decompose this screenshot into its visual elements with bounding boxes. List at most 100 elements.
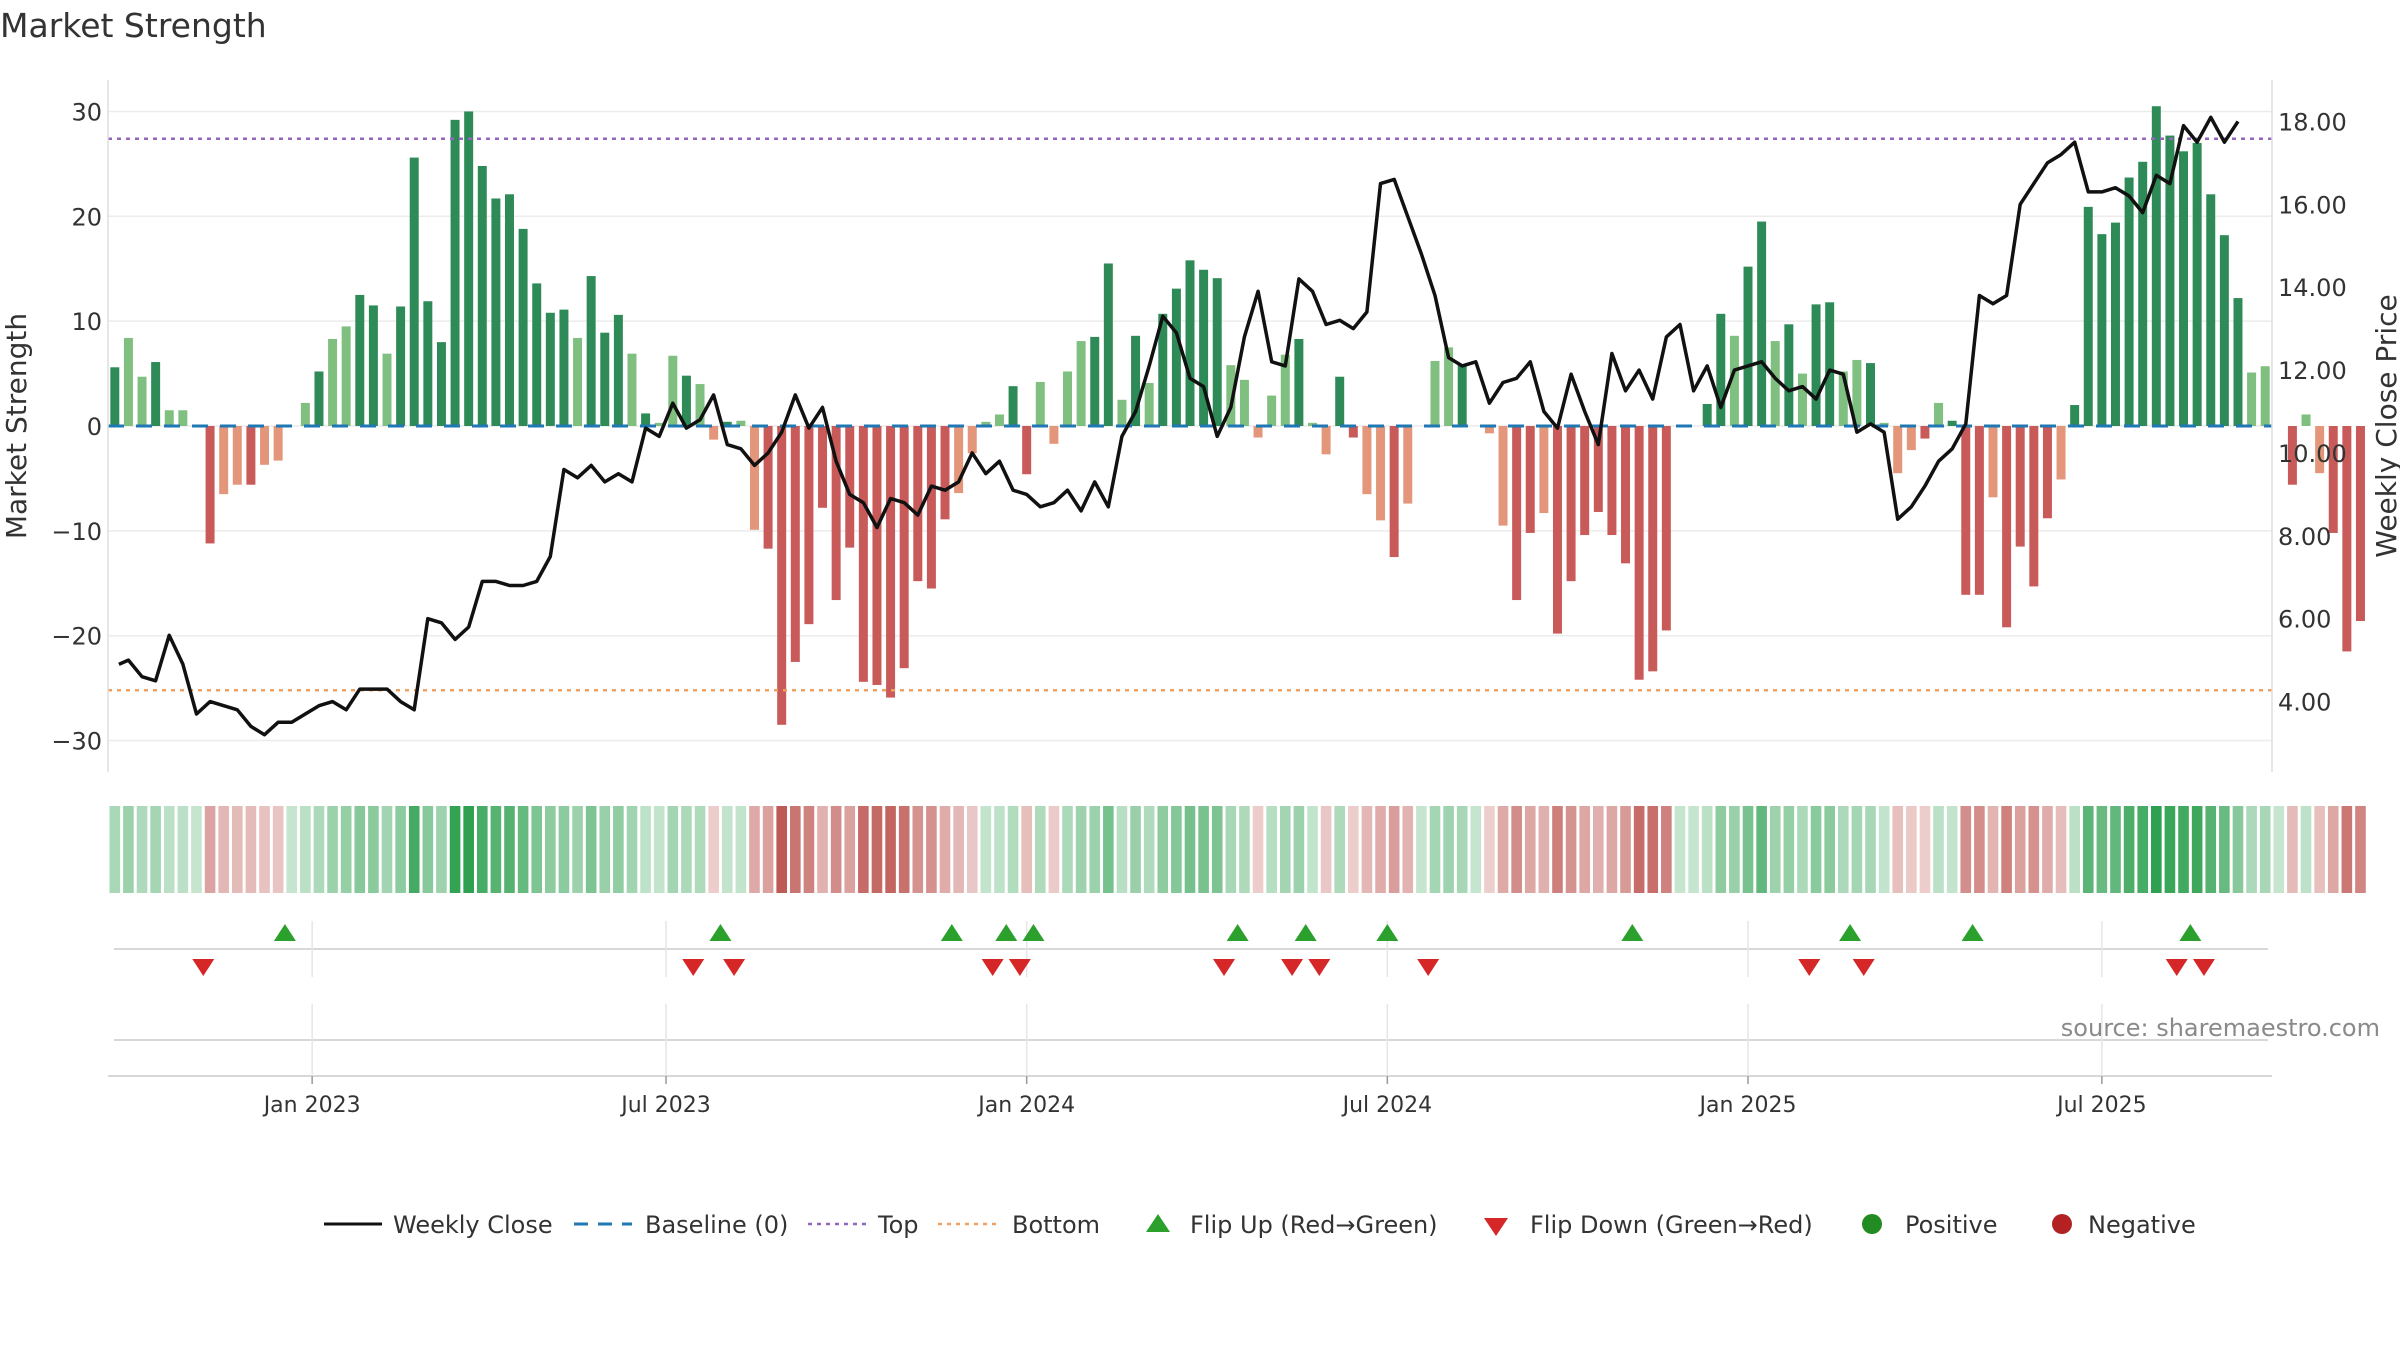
strength-bar xyxy=(1947,420,1957,426)
strength-bar xyxy=(790,426,800,662)
heat-cell xyxy=(1361,806,1373,893)
heat-cell xyxy=(1143,806,1155,893)
strength-bar xyxy=(2342,426,2352,652)
y2-tick-label: 16.00 xyxy=(2278,191,2347,219)
heat-cell xyxy=(1933,806,1944,893)
heat-cell xyxy=(109,806,121,893)
strength-bar xyxy=(981,421,991,426)
heat-cell xyxy=(327,806,338,893)
strength-bar xyxy=(368,305,378,426)
heat-cell xyxy=(2355,806,2366,893)
heat-cell xyxy=(2205,806,2217,893)
heat-cell xyxy=(1062,806,1073,893)
heat-cell xyxy=(1960,806,1972,893)
strength-bar xyxy=(1076,341,1086,426)
heat-cell xyxy=(2001,806,2012,893)
strength-bar xyxy=(1552,426,1562,634)
flip-up-marker xyxy=(709,924,732,941)
strength-bar xyxy=(600,332,610,426)
heat-cell xyxy=(1524,806,1536,893)
legend-swatch-circle xyxy=(2052,1214,2072,1234)
strength-bar xyxy=(994,414,1004,426)
heat-cell xyxy=(2123,806,2135,893)
strength-bar xyxy=(110,367,120,426)
heat-cell xyxy=(1116,806,1128,893)
strength-bar xyxy=(1757,221,1767,426)
heat-cell xyxy=(708,806,719,893)
strength-bar xyxy=(2015,426,2025,547)
strength-bar xyxy=(1063,371,1073,426)
x-axis: Jan 2023 Jul 2023 Jan 2024 Jul 2024 Jan 2025… xyxy=(108,1004,2272,1118)
x-tick-label: Jan 2023 xyxy=(262,1093,361,1118)
weekly-close-line xyxy=(118,115,2240,737)
strength-bar xyxy=(2260,366,2270,426)
strength-bar xyxy=(450,119,460,427)
heat-cell xyxy=(354,806,366,893)
heat-cell xyxy=(585,806,597,893)
heat-cell xyxy=(558,806,570,893)
y2-tick-label: 4.00 xyxy=(2278,689,2331,717)
x-tick-label: Jan 2024 xyxy=(976,1093,1075,1118)
strength-bar xyxy=(1784,324,1794,426)
strength-bar xyxy=(1770,341,1780,426)
strength-bar xyxy=(1593,426,1603,512)
heat-cell xyxy=(204,806,216,893)
heat-cell xyxy=(259,806,270,893)
strength-bar xyxy=(681,375,691,426)
strength-bar xyxy=(477,165,487,426)
strength-bar xyxy=(1307,422,1317,426)
heat-cell xyxy=(2137,806,2149,893)
strength-bar xyxy=(2042,426,2052,519)
heat-cell xyxy=(2069,806,2080,893)
strength-bar xyxy=(2124,177,2134,426)
flip-down-marker xyxy=(2165,959,2188,976)
heat-cell xyxy=(1103,806,1114,893)
heat-cell xyxy=(1456,806,1468,893)
strength-bar xyxy=(518,228,528,426)
flip-down-marker xyxy=(1308,959,1331,976)
strength-bar xyxy=(940,426,950,520)
y2-tick-label: 14.00 xyxy=(2278,274,2347,302)
heat-cell xyxy=(1198,806,1209,893)
heat-cell xyxy=(803,806,815,893)
chart-title: Market Strength xyxy=(0,6,267,45)
strength-bar xyxy=(2138,161,2148,427)
strength-bar xyxy=(1348,426,1358,438)
heat-cell xyxy=(218,806,229,893)
heat-cell xyxy=(858,806,869,893)
y-tick-label: −20 xyxy=(51,623,102,651)
strength-bar xyxy=(1035,381,1045,426)
strength-bar xyxy=(1525,426,1535,533)
y2-tick-label: 6.00 xyxy=(2278,606,2331,634)
flip-up-marker xyxy=(1226,924,1249,941)
heat-cell xyxy=(2028,806,2040,893)
strength-bar xyxy=(668,355,678,426)
heat-cell xyxy=(1293,806,1305,893)
heat-cell xyxy=(340,806,352,893)
flip-down-marker xyxy=(1281,959,1304,976)
strength-bar xyxy=(1607,426,1617,536)
heat-cell xyxy=(1130,806,1141,893)
strength-bar xyxy=(2301,414,2311,426)
strength-bar xyxy=(1430,360,1440,426)
flip-down-marker xyxy=(682,959,705,976)
strength-bar xyxy=(1403,426,1413,504)
legend-label: Flip Down (Green→Red) xyxy=(1530,1211,1813,1239)
strength-bars xyxy=(110,106,2365,725)
strength-bar xyxy=(1484,426,1494,434)
heat-cell xyxy=(830,806,842,893)
heat-cell xyxy=(912,806,924,893)
strength-bar xyxy=(491,198,501,426)
heat-cell xyxy=(2014,806,2026,893)
heat-cell xyxy=(2164,806,2176,893)
strength-bar xyxy=(777,426,787,725)
legend-swatch-flip-down xyxy=(1484,1218,1508,1236)
strength-bar xyxy=(423,301,433,426)
strength-bar xyxy=(763,426,773,549)
strength-bar xyxy=(232,426,242,485)
strength-bar xyxy=(1185,260,1195,426)
legend-label: Baseline (0) xyxy=(645,1211,788,1239)
heat-cell xyxy=(517,806,529,893)
x-tick-label: Jan 2025 xyxy=(1698,1093,1797,1118)
y2-axis-title: Weekly Close Price xyxy=(2370,294,2400,557)
